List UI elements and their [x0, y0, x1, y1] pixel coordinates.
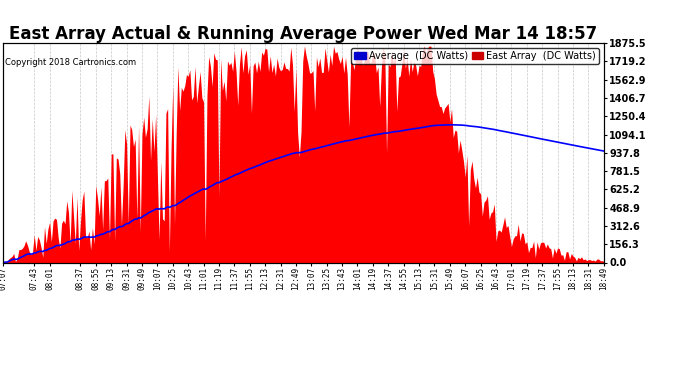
Text: Copyright 2018 Cartronics.com: Copyright 2018 Cartronics.com [5, 58, 137, 68]
Legend: Average  (DC Watts), East Array  (DC Watts): Average (DC Watts), East Array (DC Watts… [351, 48, 599, 64]
Title: East Array Actual & Running Average Power Wed Mar 14 18:57: East Array Actual & Running Average Powe… [10, 25, 598, 43]
